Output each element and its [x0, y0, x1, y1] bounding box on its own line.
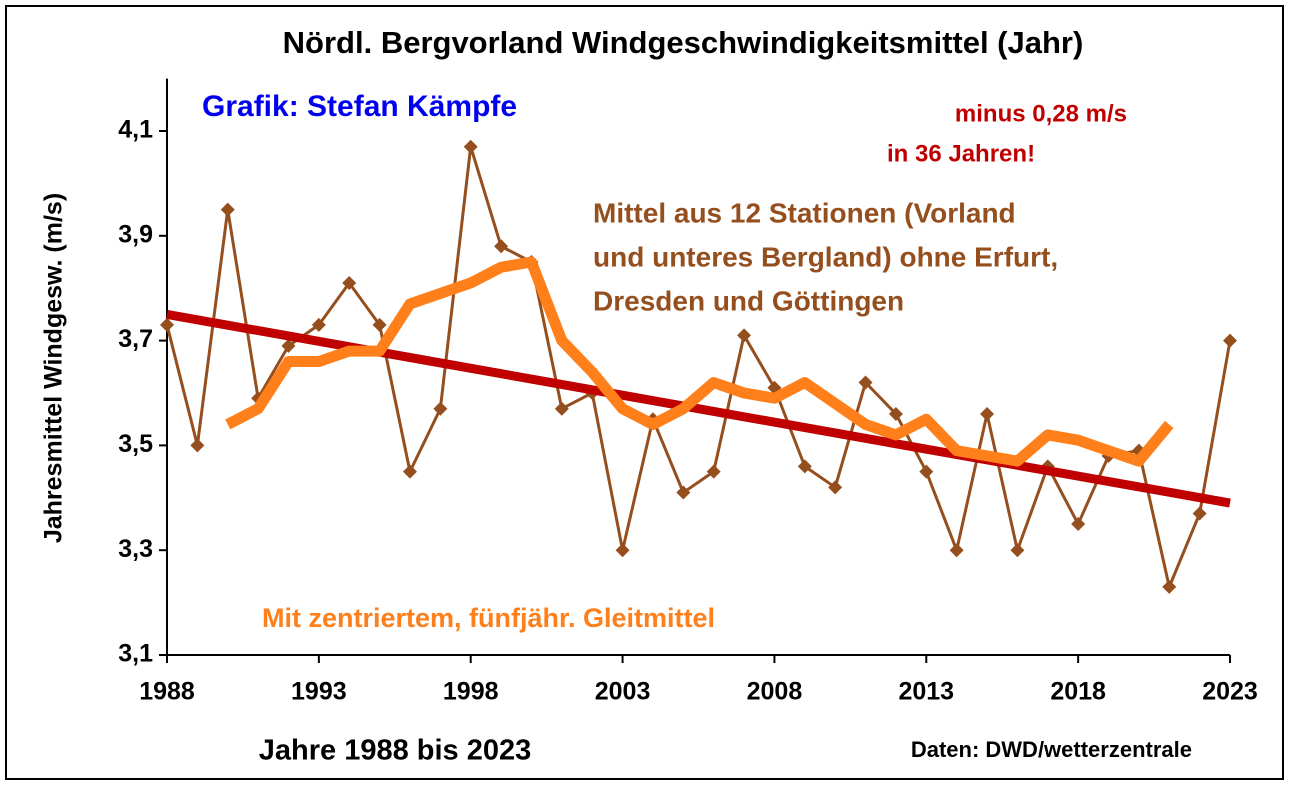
data-point [676, 485, 691, 500]
x-tick-label: 1993 [291, 678, 347, 706]
data-point [949, 543, 964, 558]
annotation: in 36 Jahren! [887, 140, 1035, 167]
data-point [706, 464, 721, 479]
data-point [1010, 543, 1025, 558]
data-point [615, 543, 630, 558]
data-point [797, 459, 812, 474]
y-tick-label: 3,9 [118, 220, 153, 248]
x-axis-label: Jahre 1988 bis 2023 [259, 735, 531, 767]
data-point [828, 480, 843, 495]
annotation: Dresden und Göttingen [593, 285, 904, 316]
y-tick-label: 4,1 [118, 116, 153, 144]
data-point [190, 438, 205, 453]
data-point [1192, 506, 1207, 521]
data-point [888, 406, 903, 421]
data-point [1071, 517, 1086, 531]
y-tick-label: 3,5 [118, 430, 153, 458]
data-point [372, 317, 387, 332]
data-point [494, 239, 509, 254]
annotation: Daten: DWD/wetterzentrale [911, 737, 1192, 762]
data-point [858, 375, 873, 390]
y-tick-label: 3,1 [118, 640, 153, 668]
data-point [980, 406, 995, 421]
x-tick-label: 2018 [1050, 678, 1106, 706]
data-point [220, 202, 235, 217]
data-point [342, 275, 357, 290]
data-point [919, 464, 934, 479]
y-tick-label: 3,7 [118, 325, 153, 353]
data-point [554, 401, 569, 416]
data-point [463, 139, 478, 154]
x-tick-label: 2003 [595, 678, 651, 706]
x-tick-label: 1988 [139, 678, 195, 706]
x-tick-label: 1998 [443, 678, 499, 706]
y-axis-label: Jahresmittel Windgesw. (m/s) [40, 193, 68, 543]
data-point [433, 401, 448, 416]
data-point [737, 328, 752, 343]
data-point [402, 464, 417, 479]
y-tick-label: 3,3 [118, 535, 153, 563]
data-line [225, 256, 1174, 467]
data-point [160, 317, 174, 332]
x-tick-label: 2023 [1202, 678, 1258, 706]
annotation: minus 0,28 m/s [955, 100, 1127, 127]
x-tick-label: 2013 [898, 678, 954, 706]
data-point [1223, 333, 1237, 348]
data-point [311, 317, 326, 332]
chart-title: Nördl. Bergvorland Windgeschwindigkeitsm… [283, 25, 1084, 60]
annotation: und unteres Bergland) ohne Erfurt, [593, 241, 1058, 272]
data-point [281, 338, 296, 353]
frame [5, 5, 1284, 780]
data-point [1162, 579, 1177, 594]
annotation: Mit zentriertem, fünfjähr. Gleitmittel [262, 603, 715, 633]
annotation: Grafik: Stefan Kämpfe [202, 90, 517, 123]
data-line [166, 309, 1231, 508]
x-tick-label: 2008 [747, 678, 803, 706]
annotation: Mittel aus 12 Stationen (Vorland [593, 197, 1016, 228]
